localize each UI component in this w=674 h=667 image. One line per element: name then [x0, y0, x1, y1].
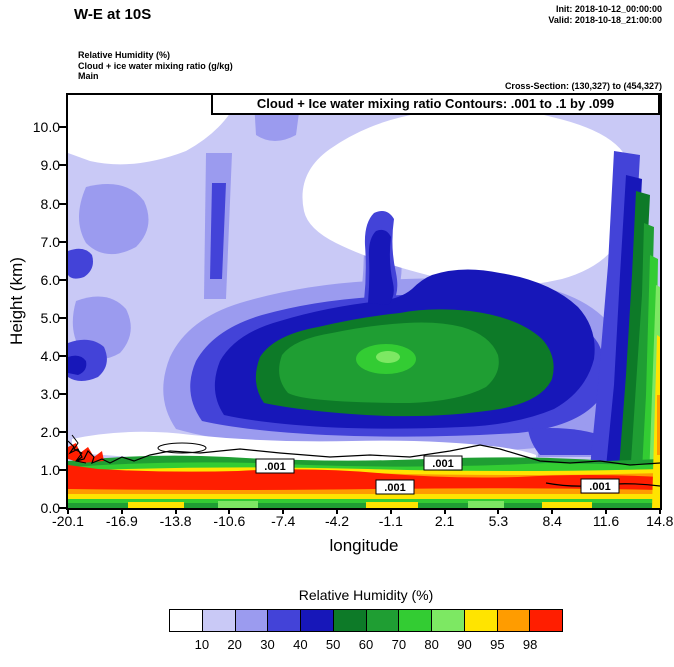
colorbar-cell [202, 610, 236, 631]
x-tick-mark [174, 508, 177, 514]
x-tick-mark [658, 508, 661, 514]
field-line-cloud: Cloud + ice water mixing ratio (g/kg) [78, 60, 233, 71]
x-tick-mark [336, 508, 338, 514]
y-tick-mark [59, 430, 66, 433]
y-tick-mark [59, 240, 66, 243]
colorbar-tick-label: 60 [358, 637, 374, 652]
colorbar-tick-label: 80 [424, 637, 439, 652]
colorbar-cells [169, 609, 563, 632]
y-tick-mark [59, 278, 66, 281]
x-tick-label: 2.1 [434, 513, 455, 529]
rh-fill-layers [68, 95, 660, 508]
run-info: Init: 2018-10-12_00:00:00 Valid: 2018-10… [548, 4, 662, 26]
colorbar-tick-label: 40 [293, 637, 308, 652]
contour-label: .001 [375, 479, 415, 495]
x-tick-label: -4.2 [324, 513, 350, 529]
x-tick-mark [605, 508, 607, 514]
contour-label-text: .001 [264, 461, 285, 473]
y-tick-mark [59, 354, 66, 357]
colorbar-tick-label: 70 [391, 637, 407, 652]
colorbar-cell [399, 610, 432, 631]
valid-time: Valid: 2018-10-18_21:00:00 [548, 15, 662, 25]
x-tick-label: 11.6 [592, 513, 620, 529]
x-tick-label: -7.4 [271, 513, 296, 529]
y-tick-mark [59, 507, 66, 509]
colorbar-cell [366, 610, 400, 631]
colorbar-tick-label: 20 [227, 637, 242, 652]
page-title: W-E at 10S [74, 6, 152, 23]
x-tick-mark [120, 508, 123, 514]
colorbar-cell [301, 610, 334, 631]
colorbar-tick-label: 98 [522, 637, 538, 652]
x-tick-label: -1.1 [378, 513, 403, 529]
y-tick-mark [59, 316, 66, 319]
colorbar-cell [235, 610, 269, 631]
x-tick-mark [443, 508, 446, 514]
x-tick-mark [551, 508, 554, 514]
y-tick-label: 3.0 [40, 385, 60, 402]
y-tick-mark [59, 202, 66, 205]
y-tick-mark [59, 468, 66, 471]
colorbar-cell [432, 610, 465, 631]
colorbar-tick-label: 95 [490, 637, 505, 652]
y-tick-mark [59, 164, 66, 167]
y-tick-label: 1.0 [40, 461, 60, 478]
field-line-rh: Relative Humidity (%) [78, 50, 171, 60]
contour-field-svg: .001 .001 .001 .001 [68, 95, 660, 508]
field-list: Relative Humidity (%) Cloud + ice water … [78, 50, 233, 82]
cross-section-label: Cross-Section: (130,327) to (454,327) [504, 81, 662, 91]
colorbar-tick-label: 50 [325, 637, 341, 652]
x-tick-mark [228, 508, 231, 514]
colorbar-cell [464, 610, 498, 631]
x-tick-mark [389, 508, 392, 514]
y-tick-label: 7.0 [40, 233, 60, 250]
y-tick-label: 10.0 [32, 119, 60, 136]
x-tick-label: -13.8 [159, 513, 192, 529]
contour-label-boxes: .001 .001 .001 .001 [255, 455, 620, 495]
colorbar-tick-label: 10 [194, 637, 210, 652]
x-tick-label: 8.4 [542, 513, 562, 529]
x-tick-mark [67, 508, 69, 514]
x-tick-mark [282, 508, 285, 514]
colorbar-cell [333, 610, 367, 631]
contour-label: .001 [423, 455, 463, 471]
colorbar-title: Relative Humidity (%) [298, 587, 434, 603]
colorbar-tick-label: 30 [260, 637, 275, 652]
y-tick-label: 9.0 [40, 157, 60, 174]
contour-label-text: .001 [589, 481, 610, 493]
y-tick-label: 0.0 [40, 500, 60, 516]
y-tick-label: 2.0 [40, 423, 60, 440]
contour-label-text: .001 [432, 458, 453, 470]
x-tick-label: 14.8 [646, 513, 674, 529]
contour-label: .001 [255, 458, 295, 474]
x-tick-mark [497, 508, 500, 514]
init-time: Init: 2018-10-12_00:00:00 [555, 4, 662, 14]
contour-annotation: Cloud + Ice water mixing ratio Contours:… [211, 93, 660, 115]
colorbar-cell [268, 610, 301, 631]
x-tick-label: -16.9 [105, 513, 138, 529]
contour-label-text: .001 [384, 482, 405, 494]
y-tick-label: 5.0 [40, 309, 60, 326]
x-tick-label: 5.3 [488, 513, 509, 529]
contour-label: .001 [580, 478, 620, 494]
cross-section-plot: .001 .001 .001 .001 [66, 93, 662, 510]
x-tick-label: -20.1 [52, 513, 84, 529]
colorbar-tick-label: 90 [457, 637, 472, 652]
y-tick-label: 6.0 [40, 271, 60, 288]
field-line-domain: Main [78, 71, 99, 81]
y-tick-mark [59, 392, 66, 395]
y-tick-label: 4.0 [40, 347, 60, 364]
y-tick-mark [59, 126, 66, 129]
x-axis-title: longitude [329, 536, 399, 555]
colorbar-cell [530, 610, 562, 631]
x-tick-label: -10.6 [213, 513, 246, 529]
colorbar-cell [497, 610, 531, 631]
y-tick-label: 8.0 [40, 195, 60, 212]
colorbar-cell [170, 610, 203, 631]
